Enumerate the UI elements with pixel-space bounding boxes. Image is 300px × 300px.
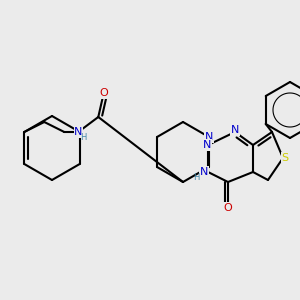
Text: O: O xyxy=(224,203,232,213)
Text: S: S xyxy=(281,153,289,163)
Text: N: N xyxy=(200,167,208,177)
Text: N: N xyxy=(74,127,82,137)
Text: O: O xyxy=(99,88,108,98)
Text: N: N xyxy=(205,132,213,142)
Text: H: H xyxy=(193,172,199,182)
Text: N: N xyxy=(203,140,211,150)
Text: H: H xyxy=(80,133,86,142)
Text: N: N xyxy=(231,125,239,135)
